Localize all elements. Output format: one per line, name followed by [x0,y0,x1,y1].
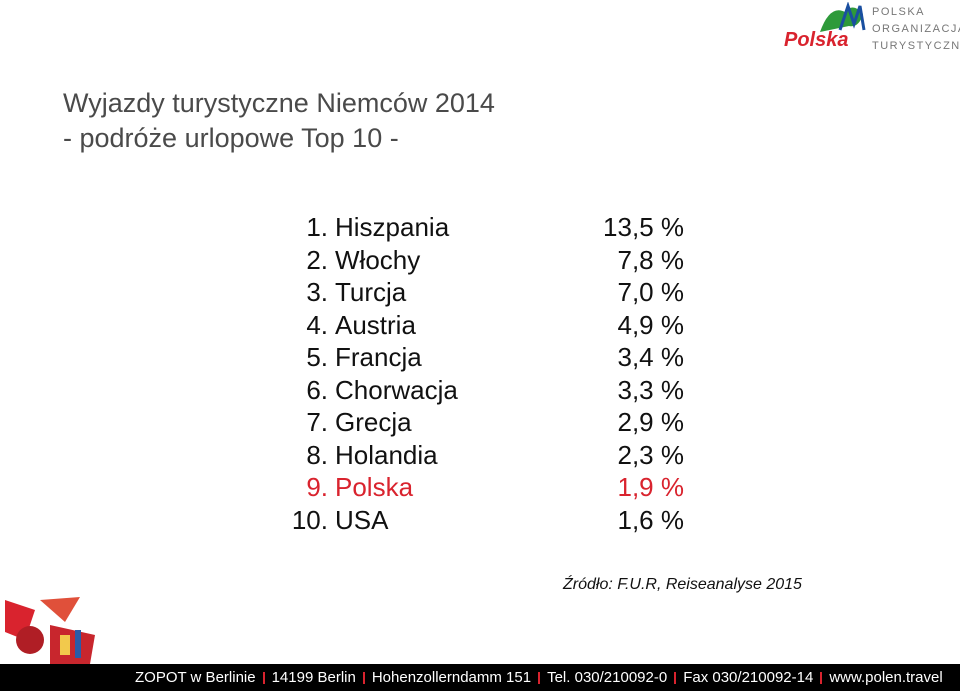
rank: 10. [291,504,328,535]
list-row: 1. Hiszpania 13,5 % [0,212,960,244]
footer-item: ZOPOT w Berlinie [135,669,256,686]
rank: 7. [306,407,328,437]
rank: 5. [306,342,328,372]
country: Austria [335,309,416,340]
share: 13,5 % [603,212,684,242]
logo-line: ORGANIZACJA [872,23,960,35]
logo-line: TURYSTYCZNA [872,40,960,52]
list-row: 2. Włochy 7,8 % [0,245,960,277]
share: 3,4 % [617,342,685,372]
country: Polska [335,472,414,502]
logo-wordmark: Polska [784,29,848,51]
country: Francja [335,342,422,372]
list-row: 10. USA 1,6 % [0,505,960,537]
rank: 9. [306,472,328,502]
share: 3,3 % [617,374,685,405]
rank: 4. [306,309,328,340]
logo: Polska POLSKA ORGANIZACJA TURYSTYCZNA [784,2,960,52]
separator [674,671,677,684]
country: USA [335,504,389,535]
footer-item: Tel. 030/210092-0 [547,669,668,686]
separator [362,671,365,684]
rank: 8. [306,439,328,470]
rank: 1. [306,212,328,242]
rank: 3. [306,277,328,307]
footer-item: www.polen.travel [829,669,943,686]
separator [820,671,823,684]
source: Źródło: F.U.R, Reiseanalyse 2015 [563,576,802,593]
title-line: - podróże urlopowe Top 10 - [63,123,399,153]
share: 2,3 % [617,439,685,470]
logo-tree [820,7,863,32]
country: Chorwacja [335,374,458,405]
country: Włochy [335,244,421,275]
list-row: 7. Grecja 2,9 % [0,407,960,439]
title-line: Wyjazdy turystyczne Niemców 2014 [63,88,495,118]
share: 7,8 % [617,244,685,275]
footer: ZOPOT w Berlinie 14199 Berlin Hohenzollern… [0,664,960,691]
share: 1,6 % [617,504,685,535]
logo-line: POLSKA [872,6,925,18]
country: Hiszpania [335,212,450,242]
decoration [0,595,100,664]
list-row: 9. Polska 1,9 % [0,472,960,504]
country: Turcja [335,277,407,307]
share: 2,9 % [617,407,685,437]
separator [262,671,265,684]
share: 7,0 % [617,277,685,307]
separator [538,671,541,684]
list-row: 3. Turcja 7,0 % [0,277,960,309]
country: Holandia [335,439,438,470]
logo-m [838,2,866,31]
list-row: 5. Francja 3,4 % [0,342,960,374]
share: 4,9 % [617,309,685,340]
rank: 6. [306,374,328,405]
rank: 2. [306,244,328,275]
footer-item: Fax 030/210092-14 [683,669,814,686]
list-row: 4. Austria 4,9 % [0,310,960,342]
country: Grecja [335,407,412,437]
share: 1,9 % [617,472,685,502]
list-row: 6. Chorwacja 3,3 % [0,375,960,407]
footer-item: Hohenzollerndamm 151 [371,669,532,686]
footer-item: 14199 Berlin [271,669,356,686]
list-row: 8. Holandia 2,3 % [0,440,960,472]
